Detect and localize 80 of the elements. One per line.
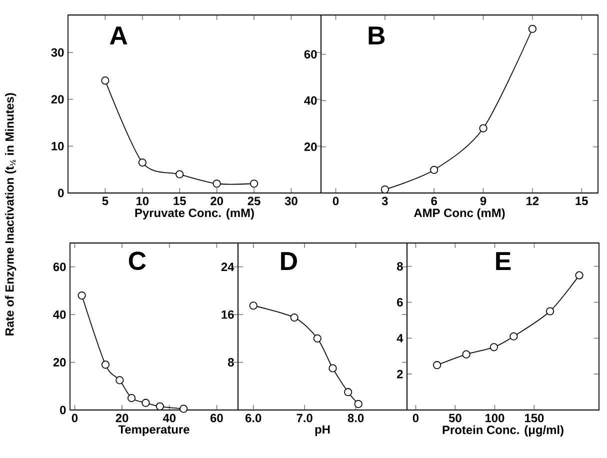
x-tick-label: 3	[382, 196, 388, 206]
y-tick-label: 20	[51, 95, 64, 104]
point	[490, 343, 498, 352]
point	[176, 170, 184, 178]
point	[212, 180, 221, 188]
point	[344, 388, 352, 396]
point	[101, 360, 110, 369]
y-tick-label: 10	[52, 142, 64, 150]
point	[479, 124, 488, 132]
point	[313, 334, 322, 342]
chart-title: C	[128, 252, 146, 270]
point	[462, 350, 470, 358]
x-tick-label: 20	[116, 414, 128, 422]
y-tick-label: 0	[60, 406, 66, 414]
x-tick-label: 15	[174, 196, 186, 206]
y-tick-label: 16	[222, 310, 234, 319]
x-tick-label: 9	[480, 196, 486, 206]
x-tick-label: 0	[412, 414, 419, 422]
point	[180, 404, 188, 413]
y-tick-label: 4	[396, 334, 404, 342]
point	[101, 76, 110, 85]
x-tick-label: 8.0	[348, 414, 364, 422]
chart-title: D	[281, 252, 297, 270]
y-tick-label: 30	[51, 48, 64, 57]
y-tick-label: 40	[53, 310, 66, 319]
point	[380, 185, 389, 194]
point	[575, 271, 584, 280]
x-tick-label: 10	[136, 196, 149, 206]
x-tick-label: 6	[431, 196, 437, 206]
x-tick-label: 5	[102, 196, 108, 206]
point	[250, 180, 258, 188]
y-tick-label: 2	[397, 370, 403, 378]
y-tick-label: 60	[53, 262, 66, 272]
x-tick-label: 15	[576, 196, 588, 206]
x-tick-label: 50	[448, 414, 462, 422]
y-tick-label: 20	[304, 142, 317, 151]
y-tick-label: 6	[397, 298, 403, 306]
y-axis-title: Rate of Enzyme Inactivation (t$_{½}$ in Minutes)	[5, 93, 16, 336]
x-tick-label: 100	[485, 414, 504, 422]
point	[510, 332, 518, 340]
x-tick-label: 150	[524, 414, 544, 422]
x-axis-title: pH	[315, 425, 330, 436]
x-tick-label: 60	[210, 414, 223, 422]
point	[528, 24, 536, 33]
point	[78, 291, 86, 300]
point	[430, 166, 438, 174]
x-tick-label: 0	[72, 414, 78, 422]
y-tick-label: 24	[221, 262, 234, 272]
x-axis-title: Temperature	[118, 425, 190, 436]
x-tick-label: 25	[248, 196, 260, 206]
point	[546, 307, 554, 316]
point	[328, 364, 337, 372]
y-tick-label: 20	[53, 358, 66, 367]
y-tick-label: 40	[304, 96, 317, 105]
x-axis-title: Pyruvate Conc. (mM)	[135, 208, 254, 220]
point	[156, 402, 164, 410]
y-tick-label: 60	[304, 50, 317, 59]
point	[290, 314, 298, 322]
x-axis-title: AMP Conc (mM)	[414, 208, 505, 220]
x-tick-label: 30	[284, 196, 298, 206]
point	[432, 361, 442, 370]
x-tick-label: 20	[210, 196, 223, 206]
x-tick-label: 6.0	[245, 414, 262, 422]
chart-title: A	[110, 26, 128, 44]
x-tick-label: 7.0	[296, 414, 312, 422]
point	[354, 400, 362, 408]
chart-title: B	[368, 26, 385, 44]
x-axis-title: Protein Conc. (μg/ml)	[442, 425, 564, 437]
y-tick-label: 8	[228, 358, 234, 367]
point	[127, 394, 136, 402]
point	[138, 158, 146, 167]
x-tick-label: 40	[162, 414, 176, 422]
y-tick-label: 8	[396, 262, 403, 271]
point	[249, 302, 258, 310]
chart-title: E	[496, 252, 511, 270]
point	[142, 398, 150, 407]
point	[116, 376, 124, 384]
x-tick-label: 0	[332, 196, 339, 206]
x-tick-label: 12	[526, 196, 539, 206]
y-tick-label: 0	[58, 188, 64, 198]
